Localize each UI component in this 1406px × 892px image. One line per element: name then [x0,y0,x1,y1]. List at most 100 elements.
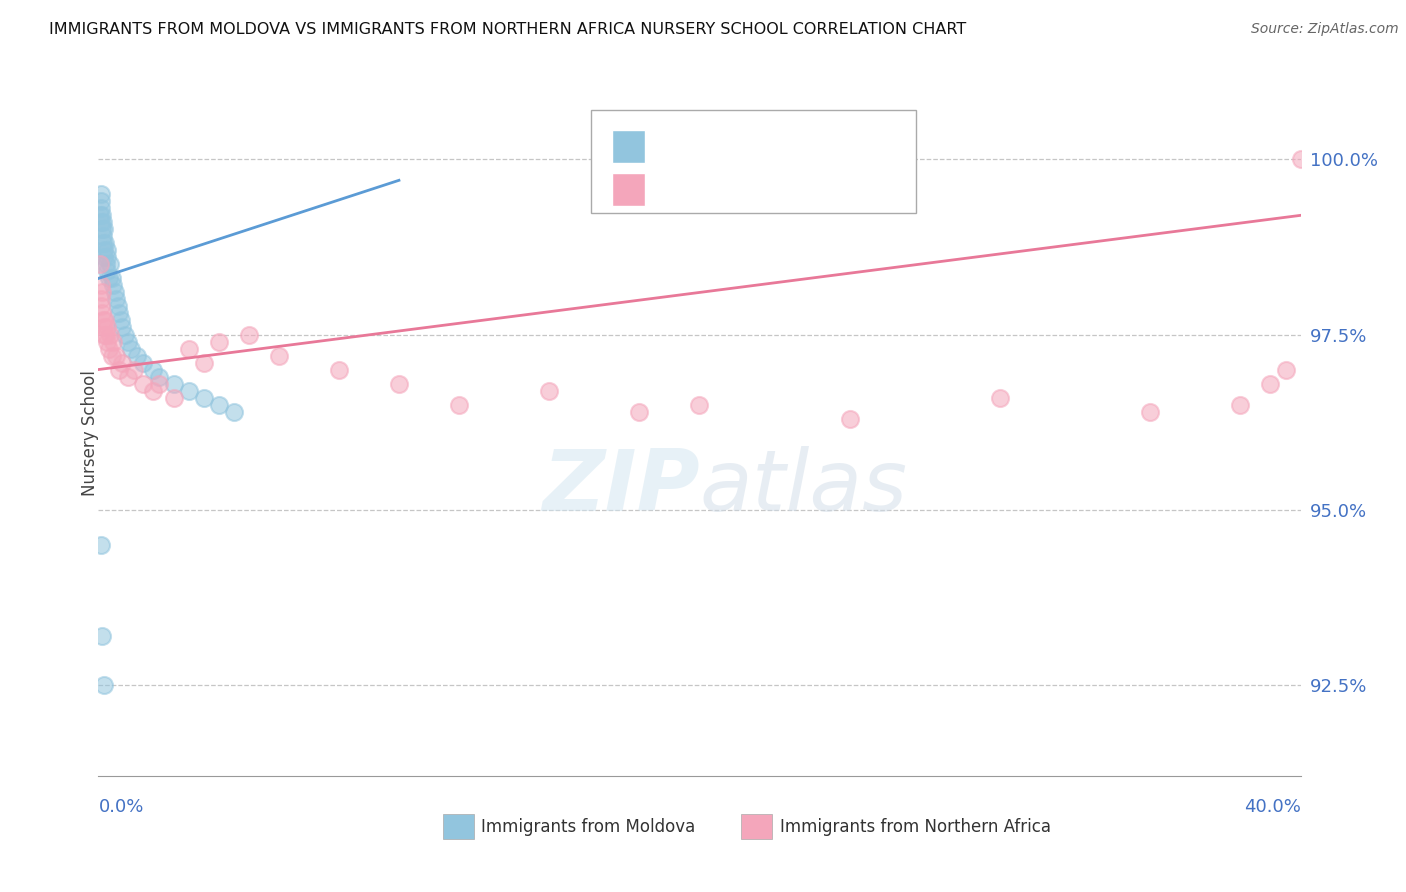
Point [162,376,184,391]
Point [1139,404,1161,418]
Point [132,376,155,391]
Point [107,300,129,314]
Point [89,257,111,271]
Point [108,306,131,320]
Point [104,285,127,300]
Text: R = 0.273: R = 0.273 [659,137,751,155]
Text: Source: ZipAtlas.com: Source: ZipAtlas.com [1251,22,1399,37]
Point [838,411,860,425]
Point [148,369,170,384]
Point [91,236,114,251]
Point [628,404,651,418]
Text: N = 43: N = 43 [807,137,875,155]
Point [177,342,200,356]
Point [90,187,112,202]
Point [93,244,115,258]
Point [127,349,149,363]
Point [193,391,215,405]
Point [238,327,260,342]
Point [105,293,128,307]
Point [111,320,134,334]
Point [193,355,215,369]
Text: 0.0%: 0.0% [98,798,143,816]
Point [124,362,146,376]
Point [105,349,128,363]
Point [91,229,114,244]
Point [208,398,231,412]
Point [141,384,163,398]
Point [1260,376,1282,391]
Point [108,362,131,376]
Point [93,251,115,265]
Point [91,285,114,300]
Point [328,362,350,376]
Text: 40.0%: 40.0% [1244,798,1301,816]
Point [177,384,200,398]
Point [117,334,139,349]
Point [94,236,117,251]
Point [94,257,117,271]
Point [1229,398,1251,412]
Point [91,306,114,320]
Point [91,215,114,229]
Point [132,355,155,369]
Point [96,320,118,334]
Point [94,313,117,327]
Point [93,678,115,692]
Text: N = 44: N = 44 [807,181,875,199]
Text: Immigrants from Moldova: Immigrants from Moldova [481,818,695,836]
Y-axis label: Nursery School: Nursery School [82,369,98,496]
Point [447,398,470,412]
Point [96,244,118,258]
Point [267,349,290,363]
Point [988,391,1011,405]
Point [94,327,117,342]
Point [121,342,143,356]
Point [114,327,136,342]
FancyBboxPatch shape [592,110,915,213]
Point [89,194,111,209]
Point [208,334,231,349]
Point [93,320,115,334]
Text: Immigrants from Northern Africa: Immigrants from Northern Africa [780,818,1052,836]
Point [688,398,710,412]
Point [222,404,245,418]
Point [96,334,118,349]
Point [90,215,112,229]
Point [148,376,170,391]
Text: R = 0.578: R = 0.578 [659,181,751,199]
Point [90,293,112,307]
Point [103,278,125,293]
Point [89,278,111,293]
Point [89,208,111,222]
FancyBboxPatch shape [612,129,645,162]
Point [90,300,112,314]
Point [93,327,115,342]
Point [90,202,112,216]
Point [91,222,114,236]
FancyBboxPatch shape [612,173,645,206]
Point [117,369,139,384]
Text: ZIP: ZIP [541,446,699,529]
Text: atlas: atlas [699,446,907,529]
Point [1274,362,1296,376]
Point [100,327,122,342]
Point [91,629,114,643]
Point [97,271,120,285]
Point [96,251,118,265]
Point [90,538,112,552]
Point [97,342,120,356]
Point [111,355,134,369]
Point [1289,153,1312,167]
Point [100,257,122,271]
Point [162,391,184,405]
Point [96,264,118,278]
Point [538,384,561,398]
Point [91,208,114,222]
Point [101,349,124,363]
Point [91,313,114,327]
Point [388,376,411,391]
Point [93,222,115,236]
Point [110,313,132,327]
Point [101,271,124,285]
